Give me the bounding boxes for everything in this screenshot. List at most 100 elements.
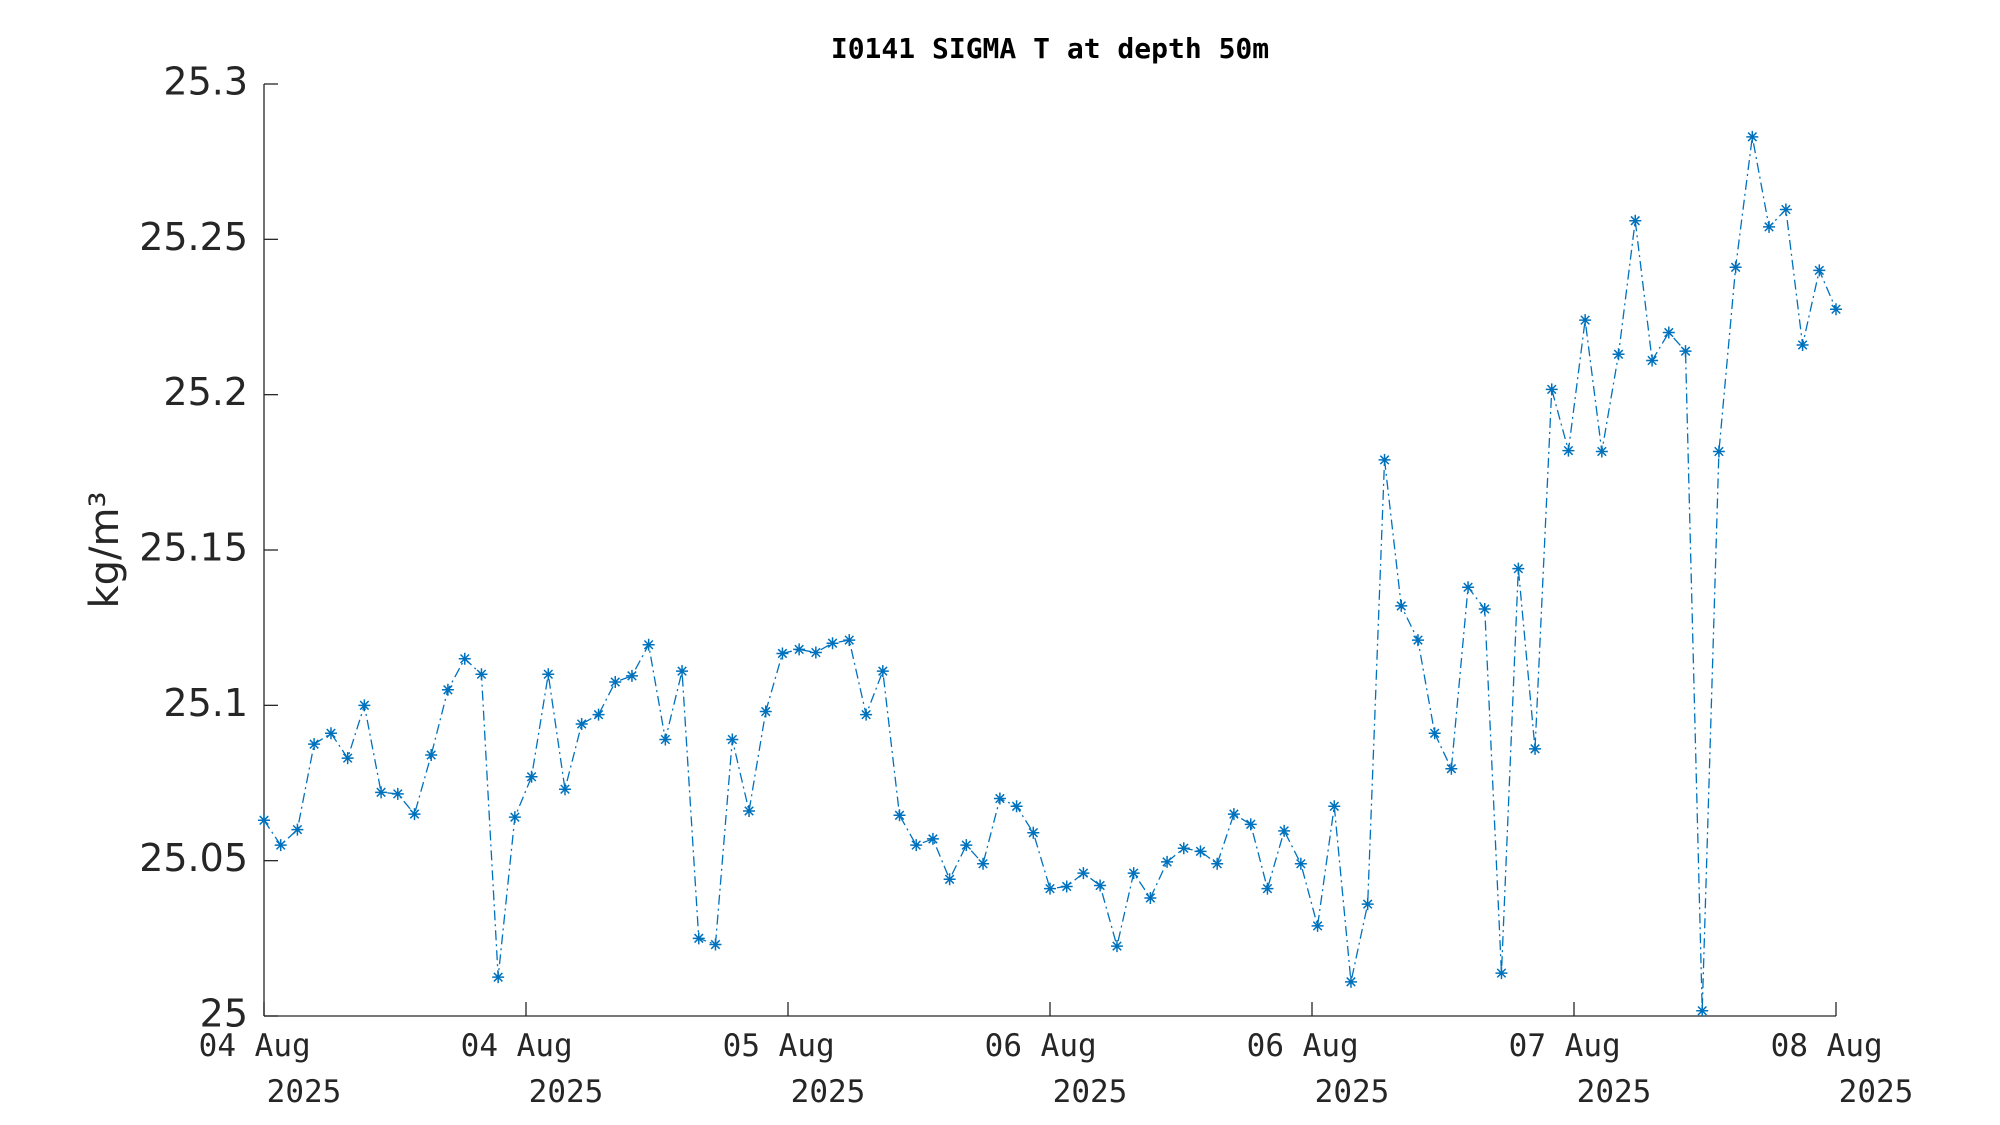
- data-marker: [1244, 818, 1257, 831]
- data-marker: [1311, 919, 1324, 932]
- data-marker: [492, 971, 505, 984]
- data-marker: [809, 646, 822, 659]
- data-marker: [425, 749, 438, 762]
- data-marker: [943, 873, 956, 886]
- y-tick-label: 25.15: [139, 526, 248, 570]
- data-marker: [1595, 445, 1608, 458]
- data-marker: [475, 668, 488, 681]
- data-marker: [1144, 891, 1157, 904]
- data-marker: [308, 738, 321, 751]
- data-marker: [1746, 130, 1759, 143]
- data-marker: [1545, 383, 1558, 396]
- data-marker: [993, 792, 1006, 805]
- data-marker: [558, 783, 571, 796]
- data-marker: [1211, 857, 1224, 870]
- data-marker: [525, 770, 538, 783]
- data-marker: [1361, 898, 1374, 911]
- data-marker: [274, 839, 287, 852]
- data-marker: [642, 638, 655, 651]
- data-marker: [1094, 879, 1107, 892]
- data-marker: [1344, 975, 1357, 988]
- x-tick-label: 04 Aug 2025: [199, 1028, 342, 1110]
- data-marker: [726, 733, 739, 746]
- y-tick-label: 25.05: [139, 836, 248, 880]
- data-marker: [826, 637, 839, 650]
- x-tick-label: 06 Aug 2025: [1247, 1028, 1390, 1110]
- data-marker: [1395, 599, 1408, 612]
- data-marker: [291, 823, 304, 836]
- data-marker: [1161, 855, 1174, 868]
- chart-title: I0141 SIGMA T at depth 50m: [831, 32, 1269, 65]
- data-marker: [1044, 882, 1056, 895]
- data-marker: [1696, 1004, 1709, 1017]
- data-marker: [575, 717, 588, 730]
- data-marker: [1512, 562, 1525, 575]
- data-marker: [1562, 444, 1575, 457]
- data-marker: [1278, 824, 1291, 837]
- data-marker: [1227, 808, 1240, 821]
- data-marker: [926, 832, 939, 845]
- x-tick-label: 07 Aug 2025: [1509, 1028, 1652, 1110]
- data-marker: [676, 665, 689, 678]
- data-marker: [860, 708, 873, 721]
- data-marker: [1495, 967, 1508, 980]
- data-marker: [1529, 742, 1542, 755]
- data-marker: [625, 669, 638, 682]
- data-marker: [1779, 203, 1792, 216]
- data-marker: [1445, 762, 1458, 775]
- data-marker: [1646, 354, 1659, 367]
- data-marker: [1110, 940, 1123, 953]
- data-marker: [1328, 800, 1341, 813]
- data-line: [263, 136, 1837, 1011]
- data-marker: [1679, 345, 1692, 358]
- data-marker: [358, 699, 371, 712]
- data-marker: [1629, 214, 1642, 227]
- data-marker: [324, 727, 337, 740]
- data-marker: [776, 647, 789, 660]
- data-marker: [1462, 581, 1475, 594]
- data-marker: [1763, 220, 1776, 233]
- x-tick-label: 08 Aug 2025: [1771, 1028, 1914, 1110]
- data-marker: [910, 839, 923, 852]
- data-marker: [1796, 338, 1809, 351]
- data-marker: [258, 814, 270, 827]
- data-marker: [1177, 842, 1190, 855]
- data-marker: [458, 652, 471, 665]
- data-marker: [659, 733, 672, 746]
- data-marker: [692, 932, 705, 945]
- data-marker: [1010, 800, 1023, 813]
- data-marker: [542, 668, 555, 681]
- data-marker: [1478, 603, 1491, 616]
- y-tick-label: 25: [200, 992, 248, 1036]
- data-marker: [1729, 261, 1742, 274]
- y-tick-label: 25.3: [163, 60, 248, 104]
- data-marker: [1294, 857, 1307, 870]
- data-marker: [1428, 727, 1441, 740]
- data-marker: [609, 676, 622, 689]
- data-marker: [1378, 453, 1391, 466]
- y-tick-label: 25.1: [163, 681, 248, 725]
- data-marker: [793, 643, 806, 656]
- x-tick-label: 06 Aug 2025: [985, 1028, 1128, 1110]
- data-marker: [1662, 326, 1675, 339]
- y-tick-label: 25.25: [139, 215, 248, 259]
- data-marker: [1077, 867, 1090, 880]
- data-marker: [1411, 634, 1424, 647]
- data-marker: [508, 811, 521, 824]
- data-marker: [1813, 264, 1826, 277]
- data-marker: [341, 752, 354, 765]
- data-marker: [1712, 445, 1725, 458]
- data-marker: [876, 665, 889, 678]
- data-marker: [441, 683, 454, 696]
- data-marker: [1027, 826, 1040, 839]
- data-marker: [709, 938, 722, 951]
- data-marker: [1612, 348, 1625, 361]
- data-marker: [977, 857, 990, 870]
- data-marker: [893, 809, 906, 822]
- y-tick-label: 25.2: [163, 370, 248, 414]
- y-axis-label: kg/m³: [82, 491, 128, 608]
- x-tick-label: 05 Aug 2025: [723, 1028, 866, 1110]
- data-marker: [408, 808, 421, 821]
- data-marker: [1127, 867, 1140, 880]
- data-marker: [1261, 882, 1274, 895]
